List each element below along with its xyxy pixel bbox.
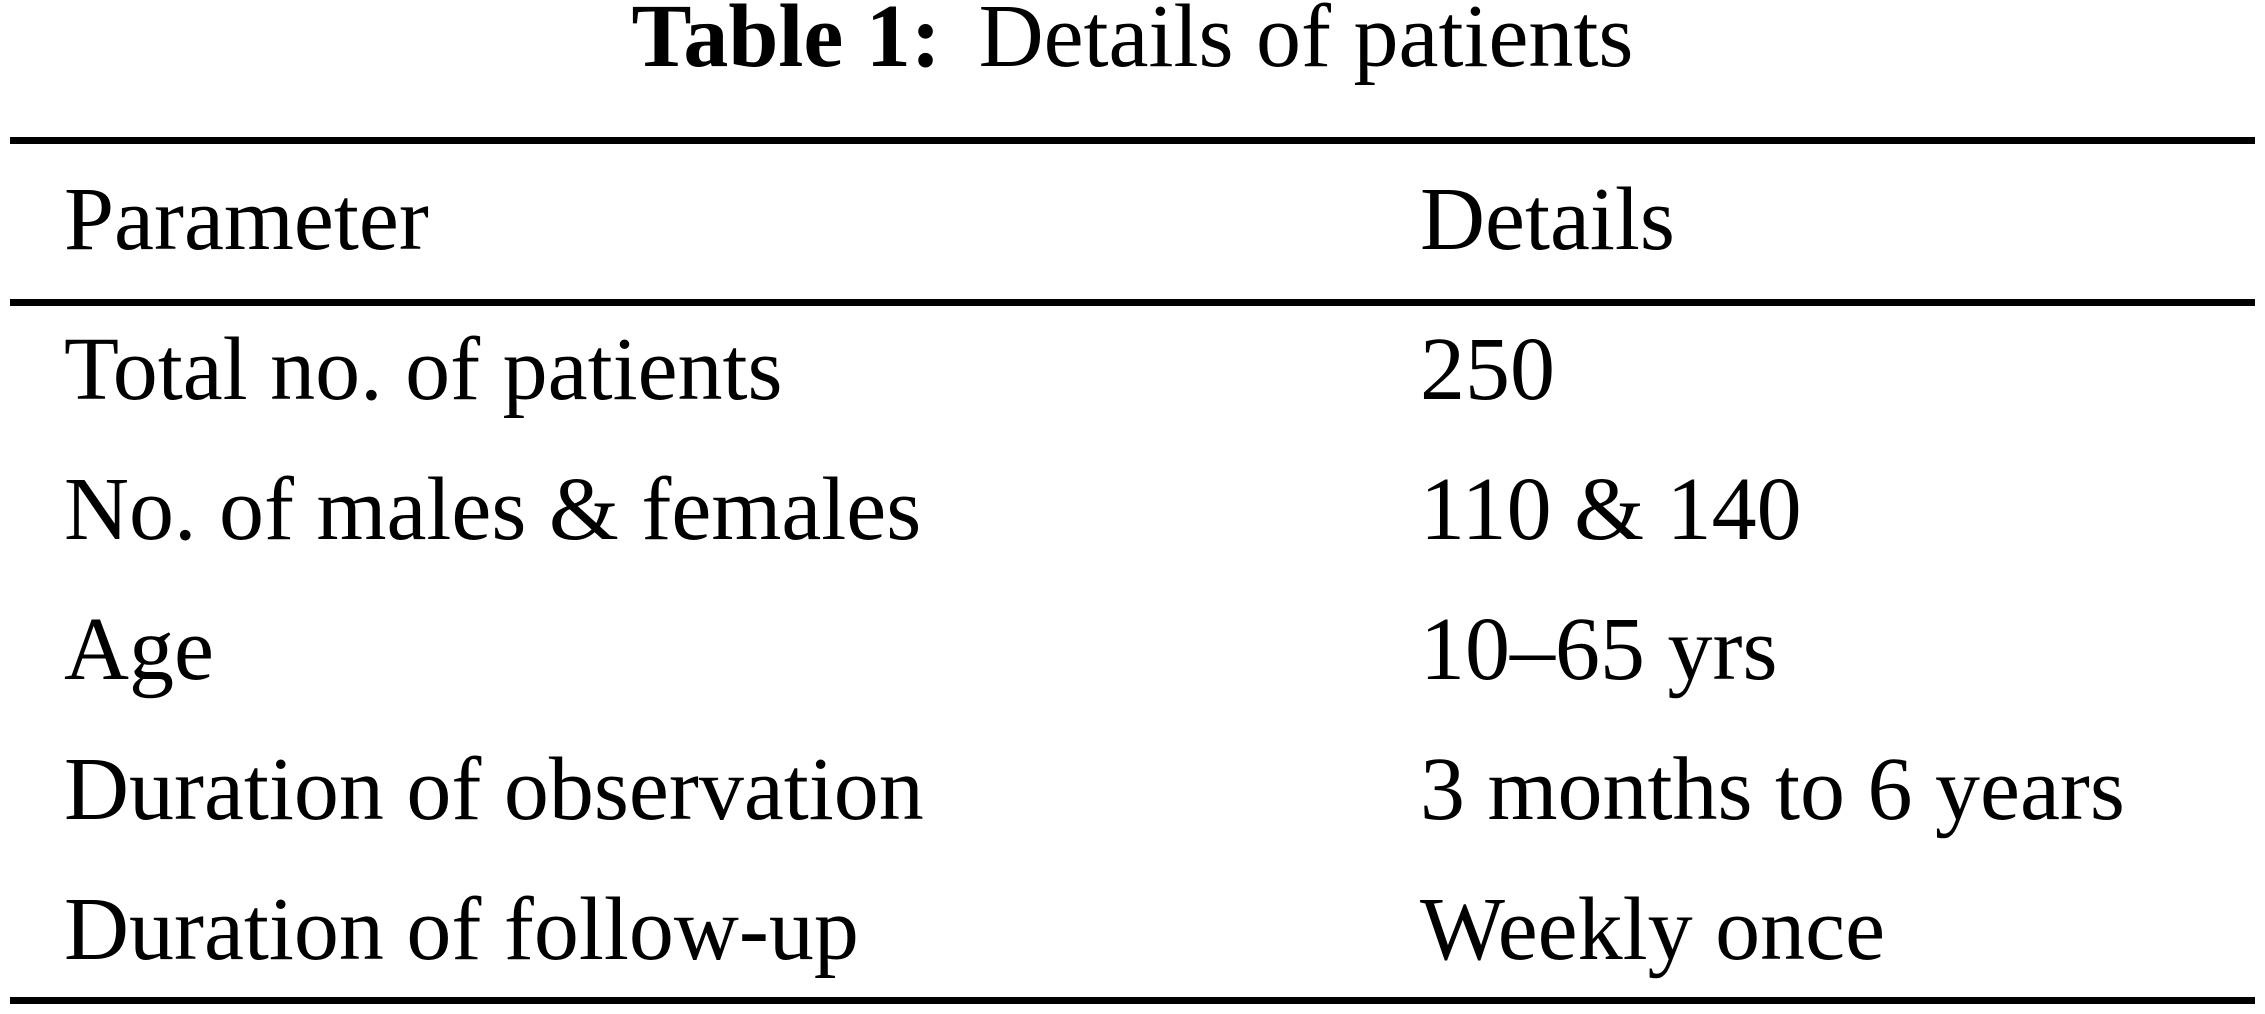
row-parameter: Age bbox=[64, 599, 214, 699]
table-header-rule bbox=[10, 299, 2255, 306]
table-row: No. of males & females 110 & 140 bbox=[0, 440, 2265, 580]
row-parameter: No. of males & females bbox=[64, 459, 922, 559]
table-bottom-rule bbox=[10, 997, 2255, 1004]
row-details: 10–65 yrs bbox=[1420, 599, 1778, 699]
table-header-row: Parameter Details bbox=[0, 140, 2265, 300]
row-parameter: Duration of follow-up bbox=[64, 879, 859, 979]
row-parameter: Duration of observation bbox=[64, 739, 924, 839]
table-top-rule bbox=[10, 137, 2255, 144]
column-header-parameter: Parameter bbox=[64, 169, 429, 269]
row-details: 250 bbox=[1420, 319, 1555, 419]
table-row: Age 10–65 yrs bbox=[0, 580, 2265, 720]
table-row: Duration of observation 3 months to 6 ye… bbox=[0, 720, 2265, 860]
column-header-details: Details bbox=[1420, 169, 1675, 269]
table-row: Total no. of patients 250 bbox=[0, 300, 2265, 440]
table-caption-label: Table 1: bbox=[631, 0, 941, 86]
table-caption-text: Details of patients bbox=[978, 0, 1634, 86]
row-details: 110 & 140 bbox=[1420, 459, 1802, 559]
row-details: Weekly once bbox=[1420, 879, 1886, 979]
table-row: Duration of follow-up Weekly once bbox=[0, 860, 2265, 1000]
table-caption: Table 1: Details of patients bbox=[0, 0, 2265, 85]
row-parameter: Total no. of patients bbox=[64, 319, 783, 419]
row-details: 3 months to 6 years bbox=[1420, 739, 2125, 839]
